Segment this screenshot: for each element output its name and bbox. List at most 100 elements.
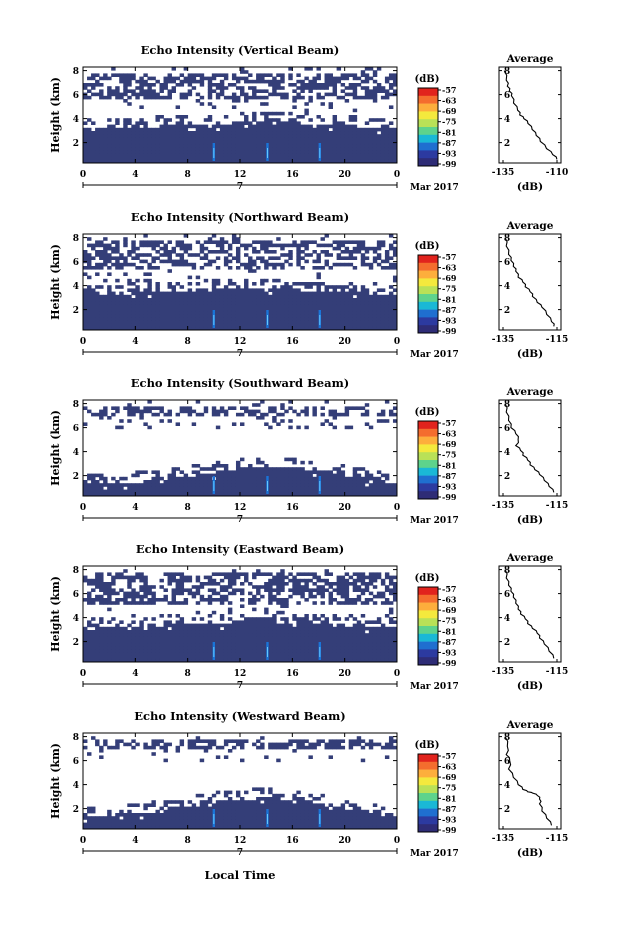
date-label: Mar 2017 <box>410 849 459 859</box>
profile-line <box>503 70 558 160</box>
profile-line <box>504 237 555 327</box>
colorbar-segment <box>418 444 438 453</box>
colorbar-segment <box>418 594 438 603</box>
echo-streak-core <box>213 148 215 158</box>
profile-line <box>504 403 555 493</box>
y-tick-label: 4 <box>73 115 79 125</box>
colorbar-segment <box>418 317 438 326</box>
colorbar-tick-label: -63 <box>442 429 457 439</box>
y-tick-label: 4 <box>73 282 79 292</box>
colorbar-segment <box>418 602 438 611</box>
colorbar-segment <box>418 641 438 650</box>
colorbar-tick-label: -57 <box>442 418 456 428</box>
colorbar-tick-label: -81 <box>442 460 456 470</box>
heatmap-title: Echo Intensity (Northward Beam) <box>131 210 349 224</box>
y-axis-label: Height (km) <box>49 576 62 652</box>
heatmap-title: Echo Intensity (Vertical Beam) <box>141 43 340 57</box>
profile-x-tick-label: -115 <box>546 834 569 844</box>
colorbar-tick-label: -99 <box>442 658 457 668</box>
colorbar-segment <box>418 467 438 476</box>
y-tick-label: 8 <box>73 400 79 410</box>
y-tick-label: 2 <box>73 139 79 149</box>
y-tick-label: 2 <box>73 638 79 648</box>
colorbar-tick-label: -57 <box>442 584 456 594</box>
date-label: Mar 2017 <box>410 183 459 193</box>
x-tick-label: 4 <box>132 669 138 679</box>
echo-streak-core <box>213 814 215 824</box>
panel-1: Echo Intensity (Vertical Beam) 2 4 6 8 0 4 8 12 1… <box>49 43 568 193</box>
profile-frame <box>498 399 562 497</box>
colorbar-segment <box>418 119 438 128</box>
colorbar-tick-label: -87 <box>442 471 456 481</box>
profile-y-tick-label: 8 <box>504 733 510 743</box>
colorbar-segment <box>418 633 438 642</box>
colorbar-unit: (dB) <box>415 74 440 85</box>
x-tick-label: 20 <box>338 337 351 347</box>
day-label: 7 <box>237 182 243 192</box>
colorbar-segment <box>418 452 438 461</box>
y-axis-label: Height (km) <box>49 743 62 819</box>
colorbar-segment <box>418 127 438 136</box>
panel-4: Echo Intensity (Eastward Beam) 2 4 6 8 0 4 8 12 1… <box>49 542 568 692</box>
colorbar-tick-label: -99 <box>442 326 457 336</box>
day-label: 7 <box>237 681 243 691</box>
colorbar-frame <box>417 254 439 334</box>
profile-title: Average <box>506 552 554 564</box>
y-tick-label: 2 <box>73 472 79 482</box>
colorbar-tick-label: -87 <box>442 305 456 315</box>
heatmap-title: Echo Intensity (Southward Beam) <box>131 376 349 390</box>
y-tick-label: 6 <box>73 757 79 767</box>
colorbar-segment <box>418 657 438 666</box>
y-tick-label: 8 <box>73 67 79 77</box>
colorbar-tick-label: -75 <box>442 117 456 127</box>
colorbar-frame <box>417 87 439 167</box>
x-tick-label: 20 <box>338 170 351 180</box>
profile-x-label: (dB) <box>517 181 543 193</box>
heatmap-cells <box>83 234 398 331</box>
x-tick-label: 8 <box>185 503 191 513</box>
y-tick-label: 6 <box>73 258 79 268</box>
colorbar-tick-label: -75 <box>442 450 456 460</box>
echo-streak-core <box>266 481 268 491</box>
echo-streak-core <box>319 814 321 824</box>
heatmap-cells <box>83 736 398 830</box>
colorbar-unit: (dB) <box>415 740 440 751</box>
heatmap-cells <box>83 569 398 663</box>
day-label: 7 <box>237 515 243 525</box>
x-tick-label: 4 <box>132 170 138 180</box>
profile-x-tick-label: -110 <box>546 168 569 178</box>
profile-y-tick-label: 6 <box>504 424 510 434</box>
heatmap-title: Echo Intensity (Westward Beam) <box>134 709 345 723</box>
x-tick-label: 20 <box>338 503 351 513</box>
x-tick-label: 4 <box>132 337 138 347</box>
profile-y-tick-label: 4 <box>504 282 510 292</box>
x-tick-label: 8 <box>185 836 191 846</box>
echo-streak-core <box>319 148 321 158</box>
x-tick-label: 0 <box>80 170 86 180</box>
profile-title: Average <box>506 220 554 232</box>
profile-title: Average <box>506 53 554 65</box>
profile-title: Average <box>506 386 554 398</box>
colorbar-tick-label: -93 <box>442 481 457 491</box>
profile-x-tick-label: -135 <box>492 667 515 677</box>
echo-streak-core <box>266 647 268 657</box>
date-label: Mar 2017 <box>410 682 459 692</box>
y-tick-label: 2 <box>73 306 79 316</box>
colorbar-tick-label: -93 <box>442 814 457 824</box>
date-label: Mar 2017 <box>410 350 459 360</box>
profile-title: Average <box>506 719 554 731</box>
echo-streak-core <box>213 315 215 325</box>
colorbar-tick-label: -75 <box>442 783 456 793</box>
colorbar-segment <box>418 475 438 484</box>
day-label: 7 <box>237 349 243 359</box>
colorbar-segment <box>418 103 438 112</box>
colorbar-segment <box>418 88 438 97</box>
profile-x-label: (dB) <box>517 514 543 526</box>
x-tick-label: 12 <box>234 836 247 846</box>
x-tick-label: 16 <box>286 170 299 180</box>
profile-x-tick-label: -115 <box>546 335 569 345</box>
y-tick-label: 2 <box>73 805 79 815</box>
colorbar-segment <box>418 262 438 271</box>
profile-y-tick-label: 6 <box>504 258 510 268</box>
echo-streak-core <box>319 481 321 491</box>
